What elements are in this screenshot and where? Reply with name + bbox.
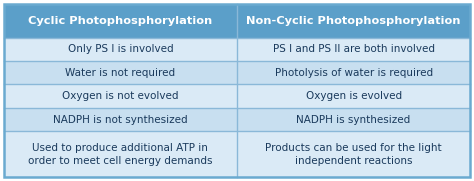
Bar [237, 84, 470, 108]
Text: PS I and PS II are both involved: PS I and PS II are both involved [273, 44, 435, 54]
Bar [4, 108, 237, 131]
Text: Oxygen is evolved: Oxygen is evolved [306, 91, 401, 101]
Bar [237, 131, 470, 177]
Bar [237, 61, 470, 84]
Text: Only PS I is involved: Only PS I is involved [68, 44, 173, 54]
Text: Non-Cyclic Photophosphorylation: Non-Cyclic Photophosphorylation [246, 16, 461, 26]
Bar [4, 4, 470, 37]
Text: Cyclic Photophosphorylation: Cyclic Photophosphorylation [28, 16, 212, 26]
Bar [4, 84, 237, 108]
Text: Oxygen is not evolved: Oxygen is not evolved [62, 91, 179, 101]
Text: Products can be used for the light
independent reactions: Products can be used for the light indep… [265, 143, 442, 166]
Bar [237, 37, 470, 61]
Text: Photolysis of water is required: Photolysis of water is required [274, 68, 433, 78]
Text: Used to produce additional ATP in
order to meet cell energy demands: Used to produce additional ATP in order … [28, 143, 213, 166]
Bar [4, 37, 237, 61]
Text: NADPH is not synthesized: NADPH is not synthesized [53, 115, 188, 125]
Bar [4, 131, 237, 177]
Bar [4, 61, 237, 84]
Text: NADPH is synthesized: NADPH is synthesized [296, 115, 411, 125]
Text: Water is not required: Water is not required [65, 68, 175, 78]
Bar [237, 108, 470, 131]
